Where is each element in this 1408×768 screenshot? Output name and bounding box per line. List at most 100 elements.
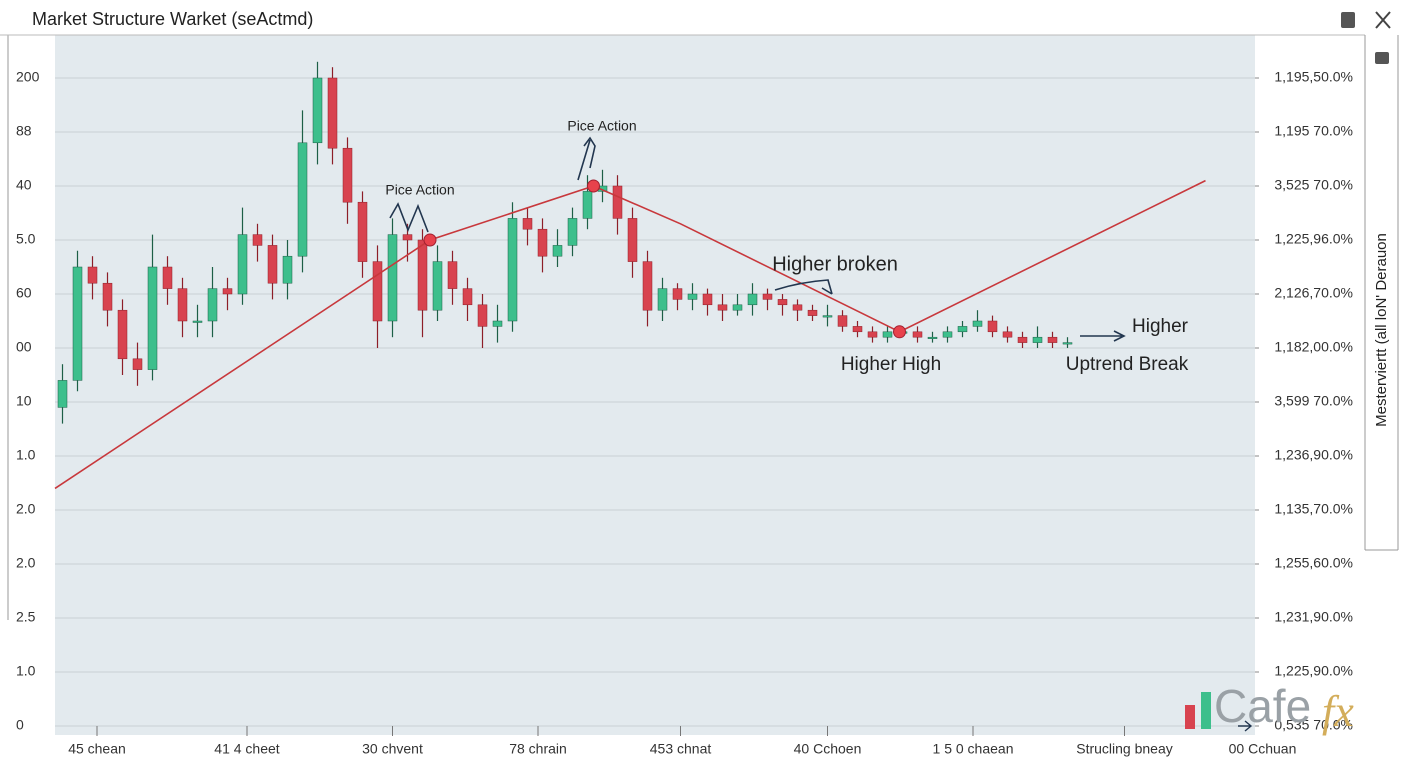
candle-body: [987, 320, 998, 333]
y-tick-label: 00: [16, 339, 32, 355]
candle-body: [342, 147, 353, 203]
candle-body: [732, 304, 743, 311]
y-tick-label: 2.0: [16, 555, 36, 571]
panel-icon[interactable]: [1375, 52, 1389, 64]
candle-body: [417, 239, 428, 311]
y2-tick-label: 1,236,90.0%: [1274, 447, 1353, 463]
logo-text: Cafe: [1214, 680, 1311, 732]
candle-body: [1032, 336, 1043, 343]
y2-tick-label: 1,182,00.0%: [1274, 339, 1353, 355]
candle-body: [912, 331, 923, 338]
candle-body: [867, 331, 878, 338]
candle-body: [267, 245, 278, 284]
candle-body: [612, 185, 623, 219]
close-button[interactable]: [1375, 11, 1391, 29]
annotation: Higher: [1132, 316, 1189, 337]
side-label: Mesterviertt (all loN' Derauon: [1373, 233, 1390, 427]
candle-body: [297, 142, 308, 257]
candle-body: [1017, 336, 1028, 343]
y2-tick-label: 1,255,60.0%: [1274, 555, 1353, 571]
y2-tick-label: 0,535 70.0%: [1274, 717, 1353, 733]
candle-body: [372, 261, 383, 322]
candle-body: [147, 266, 158, 370]
chart-title: Market Structure Warket (seActmd): [32, 9, 313, 29]
x-tick-label: 45 chean: [68, 741, 126, 757]
arrow: [1080, 330, 1126, 342]
candle-body: [57, 380, 68, 408]
candle-body: [747, 293, 758, 306]
y-tick-label: 88: [16, 123, 32, 139]
candle-body: [1062, 342, 1073, 345]
candle-body: [162, 266, 173, 289]
candle-body: [657, 288, 668, 311]
y2-tick-label: 1,195 70.0%: [1274, 123, 1353, 139]
x-tick-label: Strucling bneay: [1076, 741, 1173, 757]
annotation: Higher broken: [772, 253, 898, 275]
logo-suffix: fx: [1322, 687, 1354, 736]
candle-body: [507, 218, 518, 322]
pivot-point: [587, 179, 600, 193]
candle-body: [822, 315, 833, 318]
candle-body: [522, 218, 533, 230]
y-tick-label: 40: [16, 177, 32, 193]
candle-body: [102, 282, 113, 311]
candle-body: [192, 320, 203, 323]
y2-tick-label: 1,225,90.0%: [1274, 663, 1353, 679]
candle-body: [582, 191, 593, 219]
x-tick-label: 40 Cchoen: [794, 741, 862, 757]
y-tick-label: 60: [16, 285, 32, 301]
candle-body: [552, 245, 563, 257]
y2-tick-label: 2,126,70.0%: [1274, 285, 1353, 301]
trend-line: [54, 179, 1206, 490]
pivot-point: [423, 233, 437, 247]
candle-body: [462, 288, 473, 306]
candle-body: [672, 288, 683, 300]
candle-body: [567, 218, 578, 246]
y-tick-label: 200: [16, 69, 40, 85]
candle-body: [837, 315, 848, 327]
y2-tick-label: 1,225,96.0%: [1274, 231, 1353, 247]
candle-body: [687, 293, 698, 300]
y-tick-label: 1.0: [16, 447, 36, 463]
y2-tick-label: 1,195,50.0%: [1274, 69, 1353, 85]
print-icon[interactable]: [1341, 12, 1355, 28]
candle-body: [762, 293, 773, 300]
candle-body: [282, 255, 293, 284]
x-tick-label: 41 4 cheet: [214, 741, 279, 757]
candle-body: [72, 266, 83, 381]
candle-body: [447, 261, 458, 289]
x-tick-label: 78 chrain: [509, 741, 567, 757]
candle-body: [792, 304, 803, 311]
candle-body: [477, 304, 488, 327]
candle-body: [852, 326, 863, 333]
annotation: Higher High: [841, 354, 941, 375]
candle-body: [177, 288, 188, 322]
candle-body: [207, 288, 218, 322]
candle-body: [252, 234, 263, 246]
candle-body: [222, 288, 233, 295]
candle-body: [87, 266, 98, 284]
plot-area: [55, 35, 1255, 735]
candle-body: [957, 326, 968, 333]
y-tick-label: 5.0: [16, 231, 36, 247]
marks: 0 1.0 2.5 2.0 2.0 1.0 10 00 60 5.0 40 88 200 0,535 70…: [16, 61, 1353, 757]
y-tick-label: 2.5: [16, 609, 36, 625]
candle-body: [117, 309, 128, 360]
candle-body: [432, 261, 443, 311]
logo-icon: [1185, 705, 1195, 729]
candle-body: [717, 304, 728, 311]
y-tick-label: 1.0: [16, 663, 36, 679]
x-tick-label: 453 chnat: [650, 741, 712, 757]
arrow: [1238, 720, 1253, 732]
candle-body: [312, 77, 323, 144]
y2-tick-label: 1,231,90.0%: [1274, 609, 1353, 625]
candle-body: [702, 293, 713, 306]
candle-body: [237, 234, 248, 295]
candle-body: [327, 77, 338, 149]
x-tick-label: 00 Cchuan: [1229, 741, 1297, 757]
x-tick-label: 30 chvent: [362, 741, 423, 757]
candle-body: [402, 234, 413, 241]
candle-body: [642, 261, 653, 311]
arrow: [389, 202, 429, 233]
